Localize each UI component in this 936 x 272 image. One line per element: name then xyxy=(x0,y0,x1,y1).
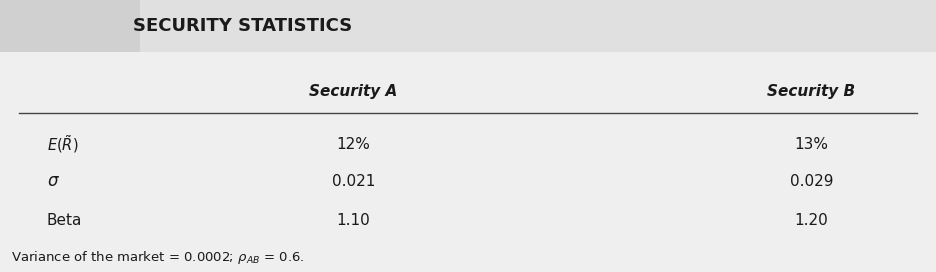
Text: 1.20: 1.20 xyxy=(795,213,828,228)
Text: TABLE 6-12: TABLE 6-12 xyxy=(25,20,105,33)
FancyBboxPatch shape xyxy=(0,7,134,47)
Text: $E(\tilde{R})$: $E(\tilde{R})$ xyxy=(47,133,78,155)
Text: SECURITY STATISTICS: SECURITY STATISTICS xyxy=(133,17,352,35)
Text: Variance of the market = 0.0002; $\rho_{AB}$ = 0.6.: Variance of the market = 0.0002; $\rho_{… xyxy=(11,249,304,265)
Text: 1.10: 1.10 xyxy=(337,213,371,228)
Text: Beta: Beta xyxy=(47,213,82,228)
Text: Security A: Security A xyxy=(310,84,398,99)
Text: Security B: Security B xyxy=(768,84,856,99)
Text: 0.021: 0.021 xyxy=(332,174,375,189)
Text: 13%: 13% xyxy=(795,137,828,152)
Text: 12%: 12% xyxy=(337,137,371,152)
Text: $\sigma$: $\sigma$ xyxy=(47,172,60,190)
Text: 0.029: 0.029 xyxy=(790,174,833,189)
